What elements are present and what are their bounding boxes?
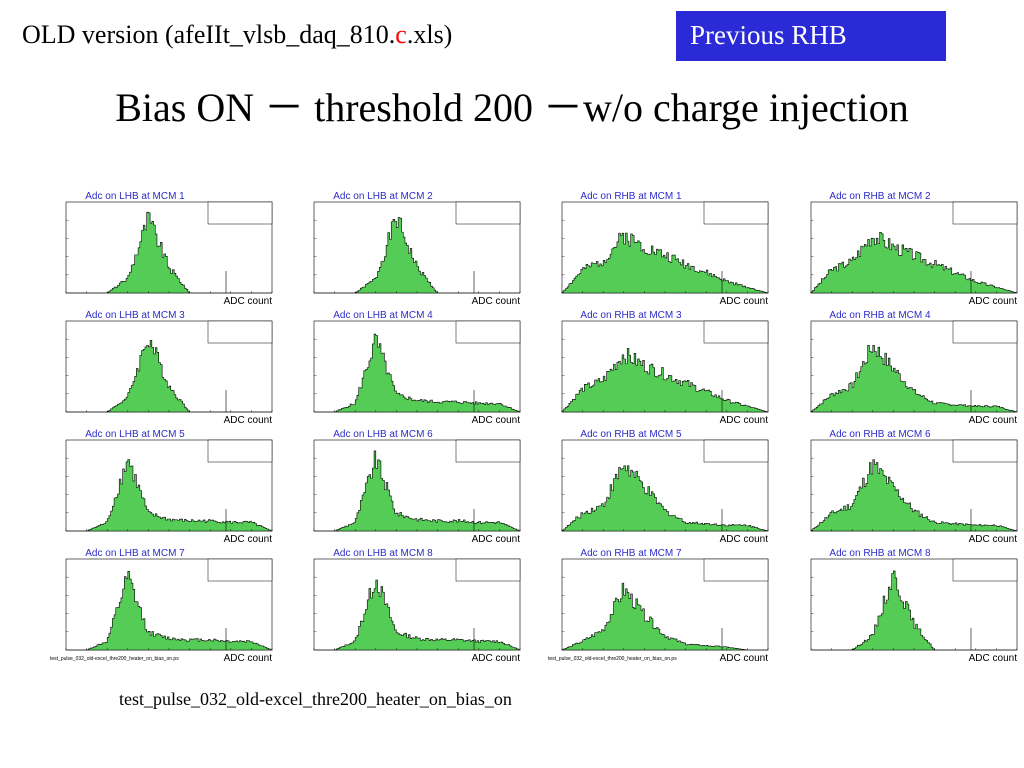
histogram-panel: Adc on LHB at MCM 6 ADC count	[313, 429, 521, 545]
histogram-area	[314, 333, 521, 413]
histogram-panel: Adc on RHB at MCM 1 ADC count	[561, 191, 769, 307]
stats-box	[952, 439, 1018, 463]
histogram-area	[66, 459, 273, 532]
histogram-area	[561, 582, 768, 651]
x-axis-label: ADC count	[720, 296, 769, 307]
panel-title: Adc on LHB at MCM 6	[333, 429, 433, 440]
panel-title: Adc on LHB at MCM 5	[85, 429, 185, 440]
histogram-area	[561, 348, 769, 413]
footnote-right: test_pulse_032_old-excel_thre200_heater_…	[548, 656, 677, 662]
panel-title: Adc on RHB at MCM 5	[580, 429, 682, 440]
histogram-panel: Adc on RHB at MCM 4 ADC count	[810, 310, 1018, 426]
stats-box	[952, 558, 1018, 582]
x-axis-label: ADC count	[969, 415, 1018, 426]
histogram-area	[811, 570, 1017, 651]
histogram-panel: Adc on RHB at MCM 8 ADC count	[810, 548, 1018, 664]
previous-rhb-button[interactable]: Previous RHB	[676, 11, 946, 61]
stats-box	[455, 201, 521, 225]
stats-box	[207, 201, 273, 225]
version-prefix: OLD version (afeIIt_vlsb_daq_810.	[22, 20, 396, 49]
x-axis-label: ADC count	[969, 296, 1018, 307]
histogram-panel: Adc on LHB at MCM 5 ADC count	[65, 429, 273, 545]
footnote-left: test_pulse_032_old-excel_thre200_heater_…	[50, 656, 179, 662]
histogram-panel: Adc on RHB at MCM 2 ADC count	[810, 191, 1018, 307]
slide-title: Bias ON － threshold 200 －w/o charge inje…	[115, 85, 909, 130]
panel-title: Adc on LHB at MCM 3	[85, 310, 185, 321]
panel-title: Adc on RHB at MCM 6	[829, 429, 931, 440]
stats-box	[703, 320, 769, 344]
histogram-panel: Adc on RHB at MCM 3 ADC count	[561, 310, 769, 426]
x-axis-label: ADC count	[224, 296, 273, 307]
histogram-area	[561, 465, 769, 532]
x-axis-label: ADC count	[720, 653, 769, 664]
histogram-area	[66, 211, 272, 294]
stats-box	[207, 320, 273, 344]
histogram-area	[561, 232, 769, 294]
histogram-area	[314, 579, 521, 651]
histogram-panel: Adc on RHB at MCM 5 ADC count	[561, 429, 769, 545]
x-axis-label: ADC count	[472, 534, 521, 545]
histogram-panel: Adc on LHB at MCM 1 ADC count	[65, 191, 273, 307]
stats-box	[207, 439, 273, 463]
x-axis-label: ADC count	[472, 296, 521, 307]
histogram-panel: Adc on LHB at MCM 4 ADC count	[313, 310, 521, 426]
stats-box	[952, 201, 1018, 225]
stats-box	[952, 320, 1018, 344]
histogram-area	[810, 344, 1018, 413]
panel-title: Adc on RHB at MCM 7	[580, 548, 682, 559]
x-axis-label: ADC count	[224, 653, 273, 664]
version-label: OLD version (afeIIt_vlsb_daq_810.c.xls)	[22, 20, 452, 50]
x-axis-label: ADC count	[720, 534, 769, 545]
x-axis-label: ADC count	[969, 534, 1018, 545]
stats-box	[703, 558, 769, 582]
panel-title: Adc on RHB at MCM 8	[829, 548, 931, 559]
histogram-panel: Adc on LHB at MCM 3 ADC count	[65, 310, 273, 426]
version-red-letter: c	[395, 20, 407, 49]
x-axis-label: ADC count	[472, 415, 521, 426]
histogram-panel: Adc on LHB at MCM 2 ADC count	[313, 191, 521, 307]
x-axis-label: ADC count	[224, 415, 273, 426]
panel-title: Adc on RHB at MCM 4	[829, 310, 931, 321]
version-suffix: .xls)	[406, 20, 453, 49]
stats-box	[207, 558, 273, 582]
histogram-area	[314, 450, 521, 532]
histogram-panel: Adc on RHB at MCM 6 ADC count	[810, 429, 1018, 545]
histogram-area	[66, 571, 273, 651]
x-axis-label: ADC count	[224, 534, 273, 545]
panel-title: Adc on RHB at MCM 1	[580, 191, 682, 202]
panel-title: Adc on LHB at MCM 7	[85, 548, 185, 559]
histogram-panel: Adc on RHB at MCM 7 ADC count	[561, 548, 769, 664]
stats-box	[455, 439, 521, 463]
histogram-area	[810, 459, 1018, 532]
stats-box	[455, 320, 521, 344]
histogram-panel: Adc on LHB at MCM 7 ADC count	[65, 548, 273, 664]
panel-title: Adc on RHB at MCM 2	[829, 191, 931, 202]
histogram-area	[66, 339, 272, 413]
slide-caption: test_pulse_032_old-excel_thre200_heater_…	[119, 689, 512, 709]
stats-box	[455, 558, 521, 582]
x-axis-label: ADC count	[720, 415, 769, 426]
stats-box	[703, 439, 769, 463]
x-axis-label: ADC count	[472, 653, 521, 664]
histogram-panel: Adc on LHB at MCM 8 ADC count	[313, 548, 521, 664]
histogram-area	[810, 232, 1018, 294]
x-axis-label: ADC count	[969, 653, 1018, 664]
panel-title: Adc on LHB at MCM 8	[333, 548, 433, 559]
panel-title: Adc on LHB at MCM 2	[333, 191, 433, 202]
panel-title: Adc on LHB at MCM 4	[333, 310, 433, 321]
stats-box	[703, 201, 769, 225]
histogram-area	[314, 217, 520, 294]
panel-title: Adc on RHB at MCM 3	[580, 310, 682, 321]
panel-title: Adc on LHB at MCM 1	[85, 191, 185, 202]
